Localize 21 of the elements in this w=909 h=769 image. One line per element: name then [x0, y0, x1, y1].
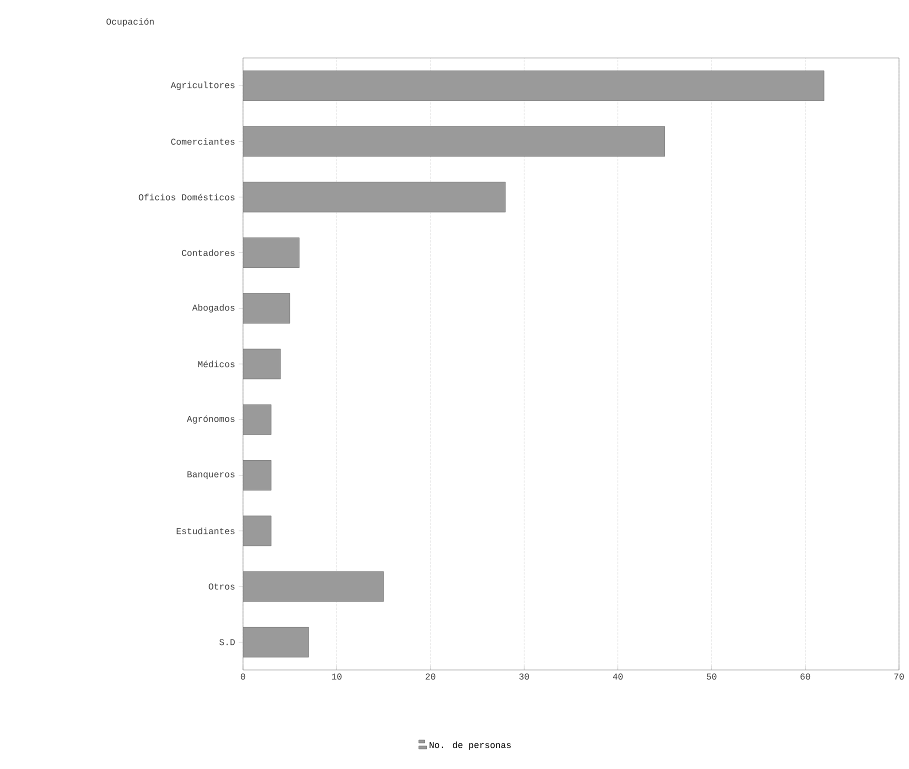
y-tick-label: Estudiantes	[176, 528, 234, 534]
x-tick-label: 40	[612, 674, 623, 680]
y-tick-label: S.D	[219, 639, 235, 646]
y-tick-label: Médicos	[198, 360, 234, 368]
legend-label: No. de personas	[430, 741, 511, 750]
x-tick-label: 50	[706, 674, 716, 680]
y-axis-title: Ocupación	[106, 18, 154, 26]
x-tick-label: 60	[800, 674, 810, 680]
y-tick-label: Agrónomos	[186, 416, 234, 424]
y-tick-label: Abogados	[192, 304, 234, 313]
x-tick-label: 0	[240, 674, 246, 680]
y-tick-label: Banqueros	[188, 471, 234, 480]
y-tick-label: Otros	[208, 583, 234, 590]
y-tick-label: Agricultores	[170, 82, 234, 90]
x-tick-label: 20	[426, 674, 436, 680]
x-tick-label: 30	[519, 674, 529, 680]
y-tick-label: Comerciantes	[171, 138, 234, 145]
x-tick-label: 10	[332, 674, 342, 680]
y-tick-label: Contadores	[182, 249, 234, 256]
x-tick-label: 70	[894, 674, 904, 680]
y-tick-label: Oficios Domésticos	[138, 194, 234, 200]
